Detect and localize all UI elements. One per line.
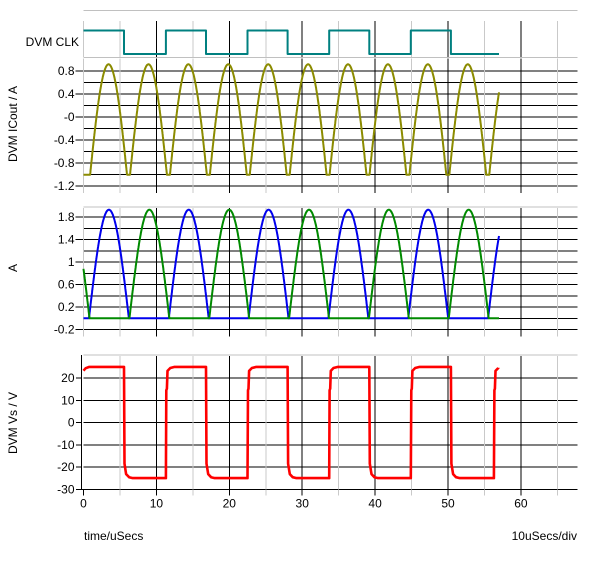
dvm-clk-trace [83, 29, 499, 55]
y-tick-label: -10 [57, 438, 75, 452]
y-tick-label: -0.4 [54, 133, 75, 147]
vs-panel-label: DVM Vs / V [6, 392, 20, 454]
y-tick-label: 1.8 [58, 210, 75, 224]
y-tick-label: -30 [57, 482, 75, 496]
x-axis-scale-label: 10uSecs/div [512, 529, 577, 543]
x-tick-label: 50 [441, 497, 455, 511]
vs-trace [82, 365, 500, 480]
y-tick-label: 0.6 [58, 278, 75, 292]
rectifier-green-trace [82, 208, 500, 320]
clk-panel-label: DVM CLK [26, 35, 79, 49]
x-axis-label: time/uSecs [84, 529, 143, 543]
x-tick-label: 10 [150, 497, 164, 511]
axis-tick-labels: 0.8 0.4 -0 -0.4 -0.8 -1.2 1.8 1.4 1 0.6 0.2 -0.2 20 1… [54, 64, 528, 510]
y-tick-label: 0.4 [58, 87, 75, 101]
x-tick-label: 60 [514, 497, 528, 511]
icout-panel-label: DVM ICout / A [6, 86, 20, 162]
y-tick-label: 0 [68, 416, 75, 430]
rectifier-blue-trace [82, 208, 500, 320]
x-tick-label: 20 [223, 497, 237, 511]
current-panel-label: A [6, 264, 20, 272]
x-tick-label: 0 [80, 497, 87, 511]
y-tick-label: 20 [61, 371, 75, 385]
y-tick-label: 1.4 [58, 233, 75, 247]
grid-lines [75, 10, 578, 496]
y-tick-label: -0.2 [54, 323, 75, 337]
y-tick-label: -1.2 [54, 179, 75, 193]
y-tick-label: -20 [57, 460, 75, 474]
x-tick-label: 40 [368, 497, 382, 511]
x-tick-label: 30 [296, 497, 310, 511]
y-tick-label: 10 [61, 393, 75, 407]
y-tick-label: 0.8 [58, 64, 75, 78]
y-tick-label: -0.8 [54, 156, 75, 170]
waveform-traces [82, 29, 500, 480]
y-tick-label: 0.2 [58, 300, 75, 314]
y-tick-label: 1 [68, 255, 75, 269]
y-tick-label: -0 [64, 110, 75, 124]
icout-trace [82, 63, 500, 176]
